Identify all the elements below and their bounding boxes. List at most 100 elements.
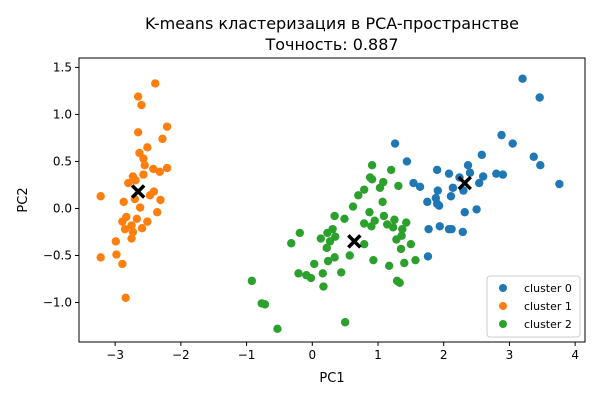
point-cluster-0 (475, 178, 484, 188)
point-cluster-1 (121, 293, 130, 303)
point-cluster-1 (162, 122, 172, 131)
point-cluster-2 (316, 234, 326, 243)
point-cluster-2 (365, 208, 374, 217)
point-cluster-2 (400, 258, 409, 268)
legend-label: cluster 2 (524, 318, 572, 331)
point-cluster-1 (143, 143, 152, 152)
point-cluster-0 (472, 205, 481, 214)
x-tick-label: −1 (238, 348, 256, 362)
point-cluster-2 (411, 255, 420, 265)
point-cluster-2 (340, 214, 349, 224)
centroid-x-marker (457, 175, 472, 191)
point-cluster-1 (112, 250, 121, 259)
point-cluster-2 (340, 318, 350, 327)
y-tick-label: 1.0 (53, 107, 72, 121)
point-cluster-0 (390, 139, 400, 148)
legend-marker (499, 320, 507, 328)
x-tick-label: 4 (571, 348, 579, 362)
legend: cluster 0 cluster 1 cluster 2 (486, 275, 581, 338)
point-cluster-2 (396, 244, 406, 254)
point-cluster-2 (375, 183, 385, 192)
point-cluster-0 (424, 224, 433, 234)
x-tick-label: 3 (506, 348, 514, 362)
y-tick-label: 0.0 (53, 201, 72, 215)
point-cluster-2 (392, 235, 401, 244)
y-tick-label: 0.5 (53, 154, 72, 168)
point-cluster-0 (444, 169, 454, 178)
legend-label: cluster 1 (524, 300, 572, 313)
point-cluster-1 (96, 253, 105, 262)
point-cluster-1 (137, 100, 146, 110)
point-cluster-2 (260, 300, 270, 309)
point-cluster-2 (287, 239, 296, 248)
point-cluster-0 (518, 74, 527, 83)
point-cluster-1 (128, 227, 138, 237)
point-cluster-1 (133, 92, 143, 101)
point-cluster-2 (247, 276, 257, 286)
point-cluster-0 (423, 197, 432, 207)
point-cluster-0 (447, 224, 456, 234)
legend-marker (499, 302, 507, 310)
point-cluster-2 (395, 278, 404, 287)
point-cluster-0 (446, 192, 456, 201)
point-cluster-1 (119, 197, 128, 207)
point-cluster-0 (478, 172, 488, 181)
point-cluster-1 (153, 208, 162, 217)
point-cluster-2 (384, 261, 394, 271)
point-cluster-0 (448, 183, 458, 192)
x-tick-label: 1 (374, 348, 382, 362)
point-cluster-1 (131, 176, 140, 185)
y-tick-label: −1.0 (43, 296, 72, 310)
point-cluster-1 (111, 237, 121, 246)
x-tick-label: −3 (106, 348, 124, 362)
point-cluster-0 (535, 93, 544, 102)
point-cluster-0 (402, 157, 412, 166)
point-cluster-2 (323, 256, 333, 266)
point-cluster-0 (409, 178, 418, 188)
point-cluster-1 (139, 170, 148, 179)
point-cluster-1 (149, 187, 159, 196)
point-cluster-1 (118, 259, 127, 269)
point-cluster-0 (497, 130, 506, 140)
point-cluster-0 (529, 152, 538, 161)
point-cluster-0 (434, 201, 444, 210)
point-cluster-0 (460, 208, 469, 217)
point-cluster-0 (433, 186, 442, 195)
point-cluster-0 (435, 222, 444, 231)
plot-frame (78, 57, 586, 343)
chart-title: K-means кластеризация в PCA-пространстве (145, 14, 519, 33)
point-cluster-1 (143, 217, 152, 226)
legend-box (486, 275, 581, 338)
point-cluster-2 (337, 268, 346, 277)
point-cluster-2 (402, 218, 411, 227)
point-cluster-0 (415, 182, 425, 192)
point-cluster-2 (360, 219, 369, 228)
point-cluster-2 (294, 269, 303, 278)
point-cluster-0 (432, 165, 442, 175)
y-axis-label: PC2 (16, 187, 31, 212)
point-cluster-1 (156, 195, 165, 205)
point-cluster-0 (458, 227, 467, 237)
point-cluster-2 (388, 223, 398, 232)
point-cluster-2 (406, 239, 416, 249)
point-cluster-1 (127, 234, 136, 243)
point-cluster-2 (273, 324, 282, 334)
point-cluster-0 (465, 168, 475, 177)
point-cluster-1 (151, 79, 160, 88)
point-cluster-1 (137, 224, 147, 233)
x-tick-label: 2 (440, 348, 448, 362)
point-cluster-1 (140, 161, 149, 170)
point-cluster-1 (162, 163, 172, 173)
point-cluster-2 (369, 255, 378, 265)
point-cluster-1 (155, 167, 165, 176)
chart-subtitle: Точность: 0.887 (264, 35, 398, 54)
centroid-x-marker (130, 184, 146, 199)
point-cluster-2 (323, 228, 332, 238)
point-cluster-0 (423, 252, 433, 261)
point-cluster-1 (96, 192, 105, 201)
x-axis-label: PC1 (319, 371, 344, 386)
point-cluster-1 (139, 154, 148, 163)
point-cluster-2 (367, 175, 377, 184)
point-cluster-2 (319, 282, 328, 291)
